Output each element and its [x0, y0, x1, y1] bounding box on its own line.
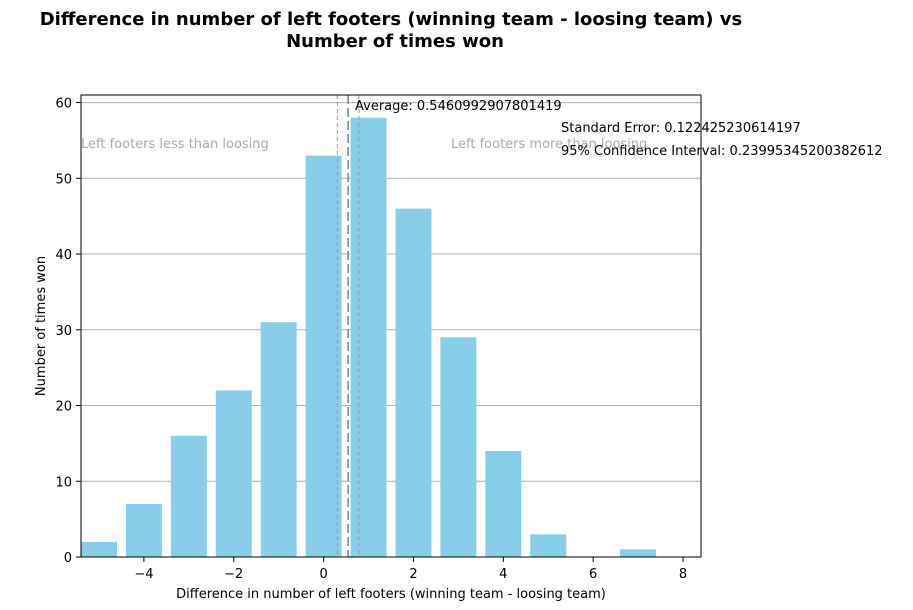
x-tick-label: −2: [224, 567, 243, 582]
x-axis-label: Difference in number of left footers (wi…: [176, 587, 606, 602]
bar: [485, 450, 522, 557]
reference-lines: [336, 95, 360, 557]
x-axis-ticks: −4 −2 0 2 4 6 8: [134, 557, 687, 582]
bar: [440, 337, 477, 557]
right-region-label: Left footers more than loosing: [451, 137, 647, 152]
y-tick-label: 40: [55, 248, 72, 263]
bar: [620, 549, 657, 557]
bar: [350, 117, 387, 557]
x-tick-label: 6: [589, 567, 597, 582]
y-tick-label: 10: [55, 475, 72, 490]
bar: [170, 435, 207, 557]
standard-error-annotation: Standard Error: 0.122425230614197: [561, 121, 801, 136]
left-region-label: Left footers less than loosing: [81, 137, 269, 152]
bar: [125, 503, 162, 557]
bar: [260, 322, 297, 557]
bar: [395, 208, 432, 557]
x-tick-label: 8: [679, 567, 687, 582]
chart-title-line2: Number of times won: [286, 31, 504, 52]
x-tick-label: 2: [409, 567, 417, 582]
y-axis-ticks: 0 10 20 30 40 50 60: [55, 97, 81, 566]
y-axis-label: Number of times won: [34, 256, 49, 396]
y-tick-label: 60: [55, 97, 72, 112]
x-tick-label: 4: [499, 567, 507, 582]
bars: [81, 117, 657, 558]
bar: [215, 390, 252, 557]
y-tick-label: 50: [55, 172, 72, 187]
y-tick-label: 0: [64, 551, 72, 566]
plot-frame: [80, 94, 702, 558]
bar: [81, 541, 117, 557]
y-tick-label: 30: [55, 324, 72, 339]
chart-title-line1: Difference in number of left footers (wi…: [40, 9, 743, 30]
y-tick-label: 20: [55, 400, 72, 415]
x-tick-label: 0: [319, 567, 327, 582]
x-tick-label: −4: [134, 567, 153, 582]
bar: [530, 534, 567, 557]
bar: [305, 155, 342, 558]
confidence-interval-annotation: 95% Confidence Interval: 0.2399534520038…: [561, 144, 883, 159]
average-annotation: Average: 0.5460992907801419: [355, 99, 562, 114]
